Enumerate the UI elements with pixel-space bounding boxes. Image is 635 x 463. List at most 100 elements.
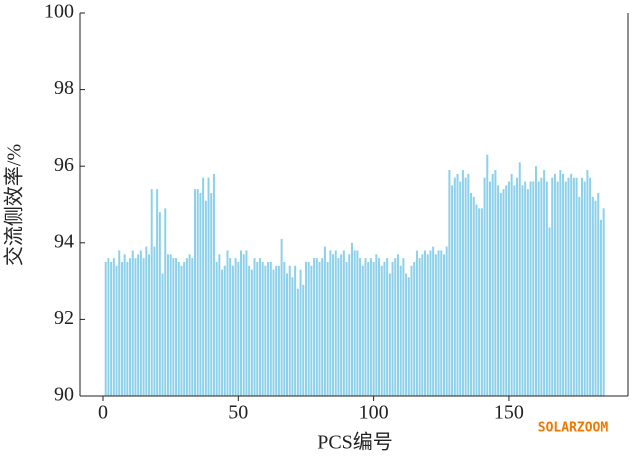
bar xyxy=(318,261,321,396)
bar xyxy=(353,250,356,396)
bar xyxy=(177,261,180,396)
bar xyxy=(118,250,121,396)
bar xyxy=(478,208,481,396)
bar xyxy=(380,265,383,396)
bar xyxy=(532,181,535,396)
bar xyxy=(112,258,115,396)
bar xyxy=(378,258,381,396)
bar xyxy=(578,196,581,396)
bar xyxy=(107,258,110,396)
bar xyxy=(372,261,375,396)
bar xyxy=(323,246,326,396)
bar xyxy=(229,258,232,396)
bar xyxy=(234,258,237,396)
bar xyxy=(440,250,443,396)
bar xyxy=(326,261,329,396)
bar xyxy=(448,170,451,396)
bar xyxy=(342,250,345,396)
x-tick-label: 0 xyxy=(98,402,108,424)
bar xyxy=(602,208,605,396)
bar xyxy=(386,258,389,396)
bar xyxy=(207,177,210,396)
bar xyxy=(383,261,386,396)
x-axis-label: PCS编号 xyxy=(317,431,393,454)
x-tick-label: 50 xyxy=(228,402,248,424)
bar xyxy=(364,258,367,396)
bar xyxy=(145,246,148,396)
bar xyxy=(267,261,270,396)
bar xyxy=(513,185,516,396)
bar xyxy=(572,177,575,396)
bar xyxy=(123,254,126,396)
bar xyxy=(296,288,299,396)
bar xyxy=(586,170,589,396)
bar xyxy=(505,185,508,396)
bar xyxy=(548,227,551,396)
bar xyxy=(156,189,159,396)
bar xyxy=(494,170,497,396)
bar xyxy=(310,265,313,396)
bar xyxy=(215,261,218,396)
bar xyxy=(231,265,234,396)
bar xyxy=(202,177,205,396)
bar xyxy=(161,273,164,396)
bar xyxy=(269,261,272,396)
bar xyxy=(299,269,302,396)
bar xyxy=(480,208,483,396)
bar xyxy=(575,177,578,396)
bar xyxy=(521,185,524,396)
bar xyxy=(413,261,416,396)
bar xyxy=(194,189,197,396)
bar xyxy=(218,254,221,396)
bar xyxy=(442,254,445,396)
bar xyxy=(272,269,275,396)
bar xyxy=(396,254,399,396)
bar xyxy=(210,193,213,396)
y-tick-label: 90 xyxy=(54,384,74,406)
bar xyxy=(350,242,353,396)
watermark: SOLARZOOM xyxy=(538,421,609,436)
bar xyxy=(464,177,467,396)
bar xyxy=(451,185,454,396)
bar xyxy=(221,269,224,396)
bar xyxy=(488,181,491,396)
bar xyxy=(432,246,435,396)
x-tick-label: 150 xyxy=(494,402,524,424)
bar xyxy=(583,181,586,396)
bar xyxy=(345,261,348,396)
bar xyxy=(472,196,475,396)
bar xyxy=(334,250,337,396)
bar xyxy=(399,265,402,396)
bar xyxy=(405,273,408,396)
bar xyxy=(150,189,153,396)
bar xyxy=(129,258,132,396)
bar xyxy=(253,258,256,396)
bar xyxy=(518,162,521,396)
bar xyxy=(291,277,294,396)
bar xyxy=(304,261,307,396)
bar xyxy=(526,189,529,396)
bar xyxy=(516,177,519,396)
bar xyxy=(164,208,167,396)
bar xyxy=(497,185,500,396)
bar xyxy=(256,261,259,396)
bar xyxy=(288,265,291,396)
bar xyxy=(226,250,229,396)
bar xyxy=(286,273,289,396)
bar xyxy=(280,238,283,396)
bar xyxy=(524,181,527,396)
bar xyxy=(240,250,243,396)
bar xyxy=(137,254,140,396)
bar xyxy=(110,261,113,396)
bar xyxy=(540,177,543,396)
bar xyxy=(567,177,570,396)
bar xyxy=(261,261,264,396)
bar xyxy=(543,170,546,396)
bar xyxy=(361,265,364,396)
bar xyxy=(537,181,540,396)
bar xyxy=(139,250,142,396)
bar xyxy=(491,173,494,396)
bar xyxy=(359,258,362,396)
y-tick-label: 96 xyxy=(54,154,74,176)
